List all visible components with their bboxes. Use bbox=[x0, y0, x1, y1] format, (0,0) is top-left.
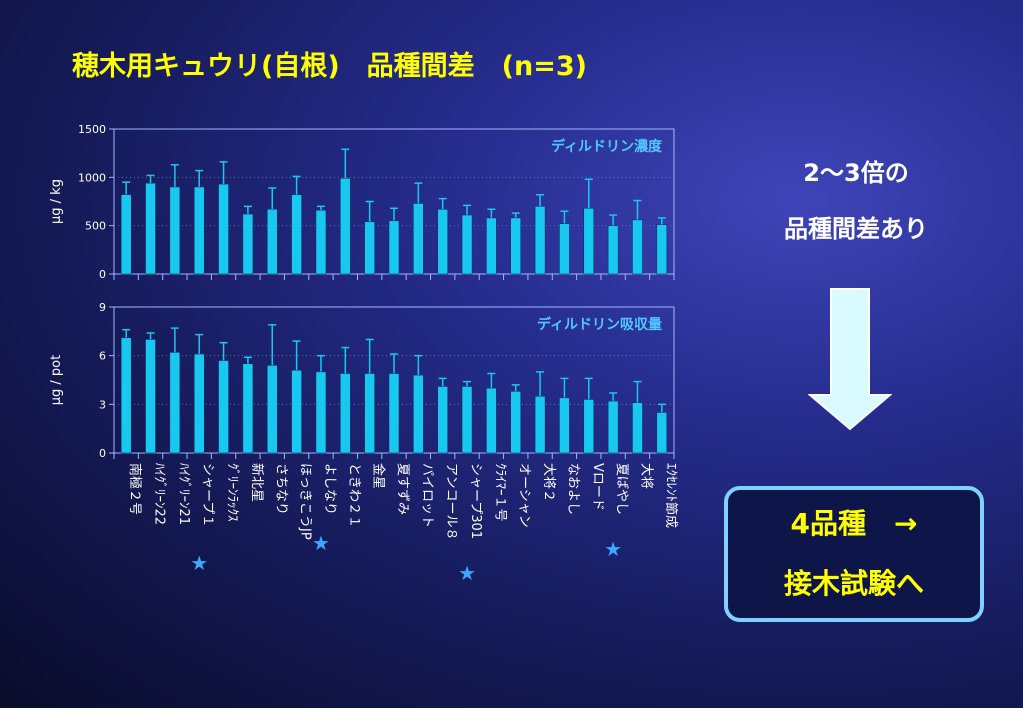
category-label: アンコール８ bbox=[444, 463, 459, 540]
bar bbox=[437, 208, 448, 275]
bar bbox=[486, 217, 497, 275]
bar bbox=[388, 373, 400, 454]
bar bbox=[120, 337, 132, 454]
bar bbox=[340, 373, 351, 454]
bar bbox=[388, 220, 400, 275]
category-label: 大将 bbox=[638, 463, 653, 489]
bar bbox=[510, 391, 521, 454]
bar bbox=[559, 397, 570, 454]
y-tick-label: 0 bbox=[99, 447, 106, 460]
panel-label: ディルドリン吸収量 bbox=[537, 316, 662, 333]
panel-label: ディルドリン濃度 bbox=[551, 138, 663, 155]
y-tick-label: 3 bbox=[99, 398, 106, 411]
bar bbox=[656, 412, 668, 454]
bar bbox=[607, 225, 619, 275]
bar bbox=[218, 360, 229, 454]
bar bbox=[413, 203, 424, 275]
y-tick-label: 6 bbox=[99, 350, 106, 363]
bar bbox=[486, 387, 497, 454]
category-label: パイロット bbox=[419, 463, 434, 528]
observation-text-line2: 品種間差あり bbox=[784, 215, 928, 243]
bar bbox=[656, 224, 668, 275]
y-axis-label: μg / kg bbox=[49, 179, 64, 224]
bar bbox=[120, 194, 132, 275]
category-label: ｴｸｾﾚﾝﾄ節成 bbox=[663, 463, 678, 528]
bar bbox=[510, 217, 521, 275]
category-label: オーシャン bbox=[517, 463, 532, 528]
bar bbox=[315, 371, 327, 454]
bar bbox=[632, 219, 643, 275]
bar bbox=[340, 178, 351, 275]
category-label: ﾊｲｸﾞﾘｰﾝ21 bbox=[176, 463, 191, 525]
conclusion-box: 4品種 → 接木試験へ bbox=[724, 486, 984, 622]
bar bbox=[437, 386, 448, 454]
y-tick-label: 0 bbox=[99, 268, 106, 281]
category-label: シャープ301 bbox=[468, 463, 483, 539]
bar bbox=[364, 373, 375, 454]
category-label: 夏ばやし bbox=[614, 463, 629, 515]
star-icon: ★ bbox=[458, 561, 476, 585]
observation-text-line1: 2～3倍の bbox=[803, 159, 909, 187]
bar bbox=[461, 214, 473, 275]
bar bbox=[145, 339, 156, 454]
category-label: Vロード bbox=[590, 463, 605, 511]
bar bbox=[169, 352, 181, 454]
star-icon: ★ bbox=[190, 551, 208, 575]
bar bbox=[534, 395, 546, 454]
category-label: よしなり bbox=[322, 463, 337, 515]
slide-title: 穂木用キュウリ(自根) 品種間差 (n=3) bbox=[72, 51, 587, 82]
bar bbox=[607, 400, 619, 454]
conclusion-line2: 接木試験へ bbox=[783, 567, 924, 600]
category-label: シャープ１ bbox=[200, 463, 215, 527]
bar bbox=[193, 353, 205, 454]
bar bbox=[145, 182, 156, 275]
category-label: 夏すずみ bbox=[395, 463, 410, 515]
bar bbox=[242, 363, 254, 454]
y-tick-label: 1500 bbox=[78, 123, 106, 136]
star-icon: ★ bbox=[312, 531, 330, 555]
category-label: 大将２ bbox=[541, 463, 556, 502]
bar bbox=[413, 374, 424, 454]
category-label: ほっきこうJP bbox=[298, 463, 313, 540]
bar bbox=[291, 370, 302, 454]
category-label: 南極２号 bbox=[127, 463, 143, 515]
bar bbox=[534, 206, 546, 275]
bar bbox=[242, 213, 254, 275]
bar bbox=[583, 208, 595, 275]
category-label: 金星 bbox=[371, 463, 387, 489]
category-label: 新北星 bbox=[249, 463, 265, 502]
bar bbox=[583, 399, 595, 454]
down-arrow-icon bbox=[808, 288, 892, 431]
category-label: ときわ２１ bbox=[346, 463, 361, 528]
bar bbox=[461, 386, 473, 454]
bar bbox=[193, 186, 205, 275]
y-tick-label: 500 bbox=[85, 220, 106, 233]
bar bbox=[267, 208, 278, 275]
bar bbox=[632, 402, 643, 454]
category-label: ﾊｲｸﾞﾘｰﾝ22 bbox=[152, 463, 167, 525]
y-tick-label: 9 bbox=[99, 301, 106, 314]
y-axis-label: μg / pot bbox=[49, 355, 64, 405]
category-label: ｸﾗｲﾏｰ１号 bbox=[492, 463, 507, 522]
bar bbox=[315, 209, 327, 275]
conclusion-line1: 4品種 → bbox=[790, 507, 918, 540]
category-label: なおよし bbox=[565, 463, 580, 515]
category-label: ｸﾞﾘｰﾝﾗｯｸｽ bbox=[225, 463, 240, 522]
bar bbox=[218, 183, 229, 275]
bar bbox=[169, 186, 181, 275]
bar bbox=[291, 194, 302, 275]
star-icon: ★ bbox=[604, 537, 622, 561]
bar bbox=[267, 365, 278, 454]
y-tick-label: 1000 bbox=[78, 171, 106, 184]
bar bbox=[559, 223, 570, 275]
category-label: さちなり bbox=[273, 463, 288, 515]
bar bbox=[364, 221, 375, 275]
